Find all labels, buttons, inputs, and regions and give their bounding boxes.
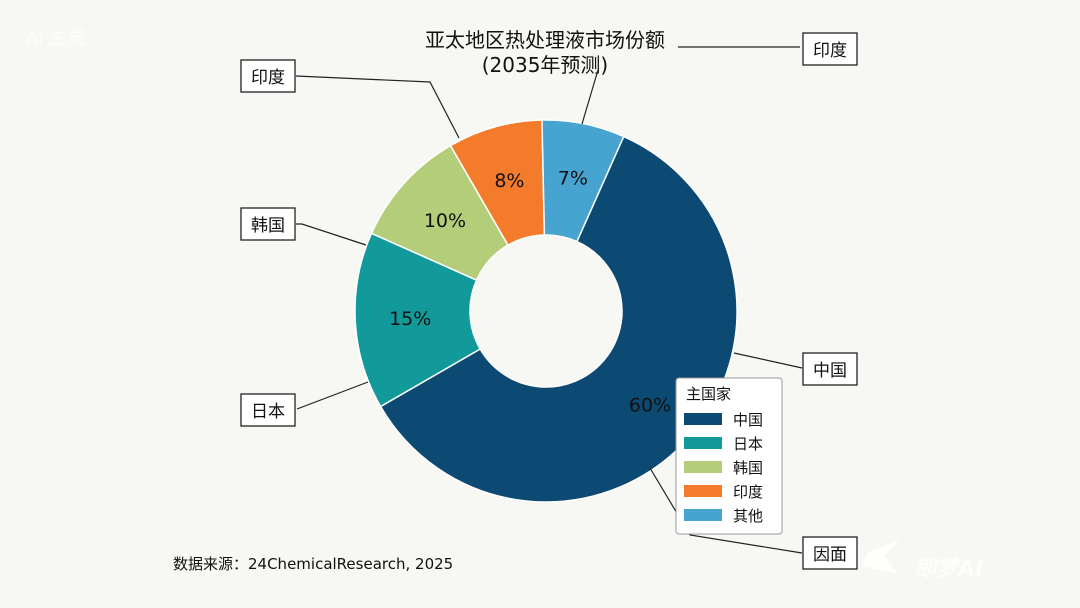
callout-box [802, 32, 858, 66]
legend-label-others: 其他 [733, 507, 763, 525]
callout-box [240, 207, 296, 241]
source-note: 数据来源：24ChemicalResearch, 2025 [173, 555, 453, 573]
percent-label-japan: 15% [389, 308, 431, 330]
callout-label: 印度 [251, 68, 285, 88]
legend-swatch-japan [684, 437, 722, 449]
donut-slices [354, 119, 738, 503]
legend-swatch-korea [684, 461, 722, 473]
leader-line-china [733, 352, 803, 369]
percent-label-china: 60% [629, 395, 671, 417]
callout-box [802, 536, 858, 570]
callout-box [802, 352, 858, 386]
percent-labels: 60% 15% 10% 8% 7% [389, 168, 671, 417]
callout-korea: 韩国 [240, 207, 296, 241]
leader-line-japan [296, 381, 369, 410]
watermark-bottom-right: 即梦AI [862, 540, 983, 582]
percent-label-others: 7% [558, 168, 588, 190]
slice-others [541, 119, 625, 243]
chart-title: 亚太地区热处理液市场份额 [425, 28, 665, 52]
callout-india-left: 印度 [240, 59, 296, 93]
callout-bottom-right: 因面 [802, 536, 858, 570]
legend-label-korea: 韩国 [733, 459, 763, 477]
leader-line-korea [296, 223, 367, 246]
legend-swatch-china [684, 413, 722, 425]
legend-label-china: 中国 [733, 411, 763, 429]
leader-line-bottom-right [649, 467, 803, 554]
callout-box [240, 393, 296, 427]
slice-china [379, 135, 738, 503]
leader-line-india [295, 75, 460, 139]
legend-swatch-india [684, 485, 722, 497]
callout-label: 印度 [813, 41, 847, 61]
callout-japan: 日本 [240, 393, 296, 427]
legend-swatch-others [684, 509, 722, 521]
callout-label: 韩国 [251, 216, 285, 236]
watermark-text: 即梦AI [914, 557, 983, 582]
leader-lines [295, 46, 803, 554]
callout-china: 中国 [802, 352, 858, 386]
legend-label-india: 印度 [733, 483, 763, 501]
slice-japan [354, 232, 482, 408]
percent-label-india: 8% [494, 170, 524, 192]
percent-label-korea: 10% [424, 210, 466, 232]
legend-title: 主国家 [686, 385, 731, 403]
legend-label-japan: 日本 [733, 435, 763, 453]
chart-subtitle: (2035年预测) [482, 53, 609, 77]
callout-label: 中国 [813, 361, 847, 381]
watermark-top-left: AI 生成 [26, 28, 85, 49]
callout-india-top-right: 印度 [802, 32, 858, 66]
callout-box [240, 59, 296, 93]
leader-line-others [581, 69, 599, 125]
callout-label: 因面 [813, 545, 847, 565]
callout-label: 日本 [251, 402, 285, 422]
watermark-logo-icon [862, 540, 900, 574]
